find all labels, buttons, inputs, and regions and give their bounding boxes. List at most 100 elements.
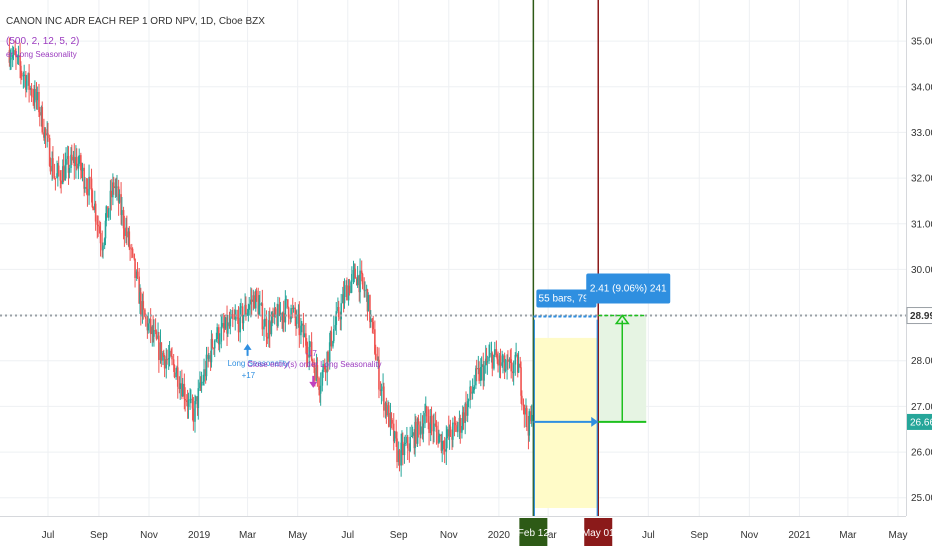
candle-body [430,415,433,424]
candle [33,85,35,109]
candle-body [334,325,337,329]
candle [298,301,301,348]
candle [213,347,215,355]
candle [112,173,114,206]
candle [151,325,154,347]
candle [480,358,482,387]
candle-body [461,426,463,433]
candle-body [271,313,274,322]
candle-body [507,359,509,362]
candle [348,278,351,296]
candle [260,302,263,306]
candle-body [83,167,85,189]
candle-body [144,316,147,319]
candle [400,433,402,477]
candle-body [270,321,273,335]
candle [116,174,118,201]
y-tick-label: 25.00 [911,493,932,504]
candle [120,182,122,225]
candle [466,393,469,423]
candle-body [141,301,144,316]
candle [316,357,319,387]
candle-body [327,351,329,362]
candle-body [235,317,237,319]
candle [165,348,168,379]
candle-body [173,365,176,378]
candle [389,402,392,436]
candle [387,400,389,418]
candle-body [241,306,244,324]
candle-body [447,429,450,437]
candle-body [168,350,171,359]
candle [443,436,446,464]
candle-body [246,312,249,315]
time-axis[interactable]: Jul Sep Nov 2019 Mar May Jul Sep Nov 2020 Mar May Ju… [0,516,907,547]
candle [428,409,430,446]
candle-body [477,368,480,370]
candle [189,388,191,410]
candle-body [109,190,112,210]
candle [457,421,459,438]
candle-body [92,207,94,211]
candle [184,387,186,412]
candle [342,281,345,313]
candle-body [351,273,353,282]
candle [259,290,261,316]
candle [434,411,437,428]
candle [20,70,23,80]
candle-body [278,304,281,317]
candle-body [335,311,338,326]
candle-body [489,353,491,357]
candle [51,151,53,181]
candle-body [129,247,131,249]
candle [257,287,260,319]
candle [475,365,477,389]
candle-body [456,425,458,432]
candle [475,359,478,382]
candle [480,356,483,381]
candle [220,316,223,349]
candle [59,170,62,189]
candle-body [227,322,229,334]
candle [527,415,530,450]
candle [449,419,452,437]
candle [66,145,69,165]
candle-body [273,308,276,317]
candle [171,347,173,366]
candle-body [57,165,60,174]
candle-body [90,178,93,191]
candle-body [346,285,348,301]
candle-body [86,188,89,196]
candle [178,376,181,394]
candle-body [254,290,257,309]
candle-body [228,322,231,327]
last-price-tag [907,413,932,430]
candle-body [211,338,214,348]
candle [391,418,393,430]
candle [477,355,480,375]
candle-body [290,308,292,320]
price-axis[interactable]: 25.0026.0027.0028.0029.0030.0031.0032.00… [906,0,932,516]
candle-body [484,358,487,366]
candle [43,127,46,144]
candle-body [51,158,53,172]
candle [187,392,190,419]
candle [52,146,54,180]
candle-body [89,177,91,179]
candle-body [248,304,251,310]
candle [471,378,474,400]
candle [360,260,363,282]
candle-body [308,346,310,358]
candle-body [389,412,392,427]
candle [430,406,433,436]
candle [318,376,320,396]
candle-body [216,327,218,339]
candle [324,366,327,382]
candle-body [131,248,134,254]
candle [114,178,117,198]
candle [166,349,168,365]
candle [401,432,404,466]
candle-body [385,403,388,416]
candle [278,297,281,317]
